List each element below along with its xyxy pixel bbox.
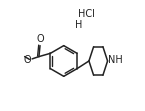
Text: H: H xyxy=(75,20,83,30)
Text: NH: NH xyxy=(108,55,123,65)
Text: HCl: HCl xyxy=(78,9,95,19)
Text: O: O xyxy=(24,55,31,65)
Text: O: O xyxy=(37,34,44,44)
